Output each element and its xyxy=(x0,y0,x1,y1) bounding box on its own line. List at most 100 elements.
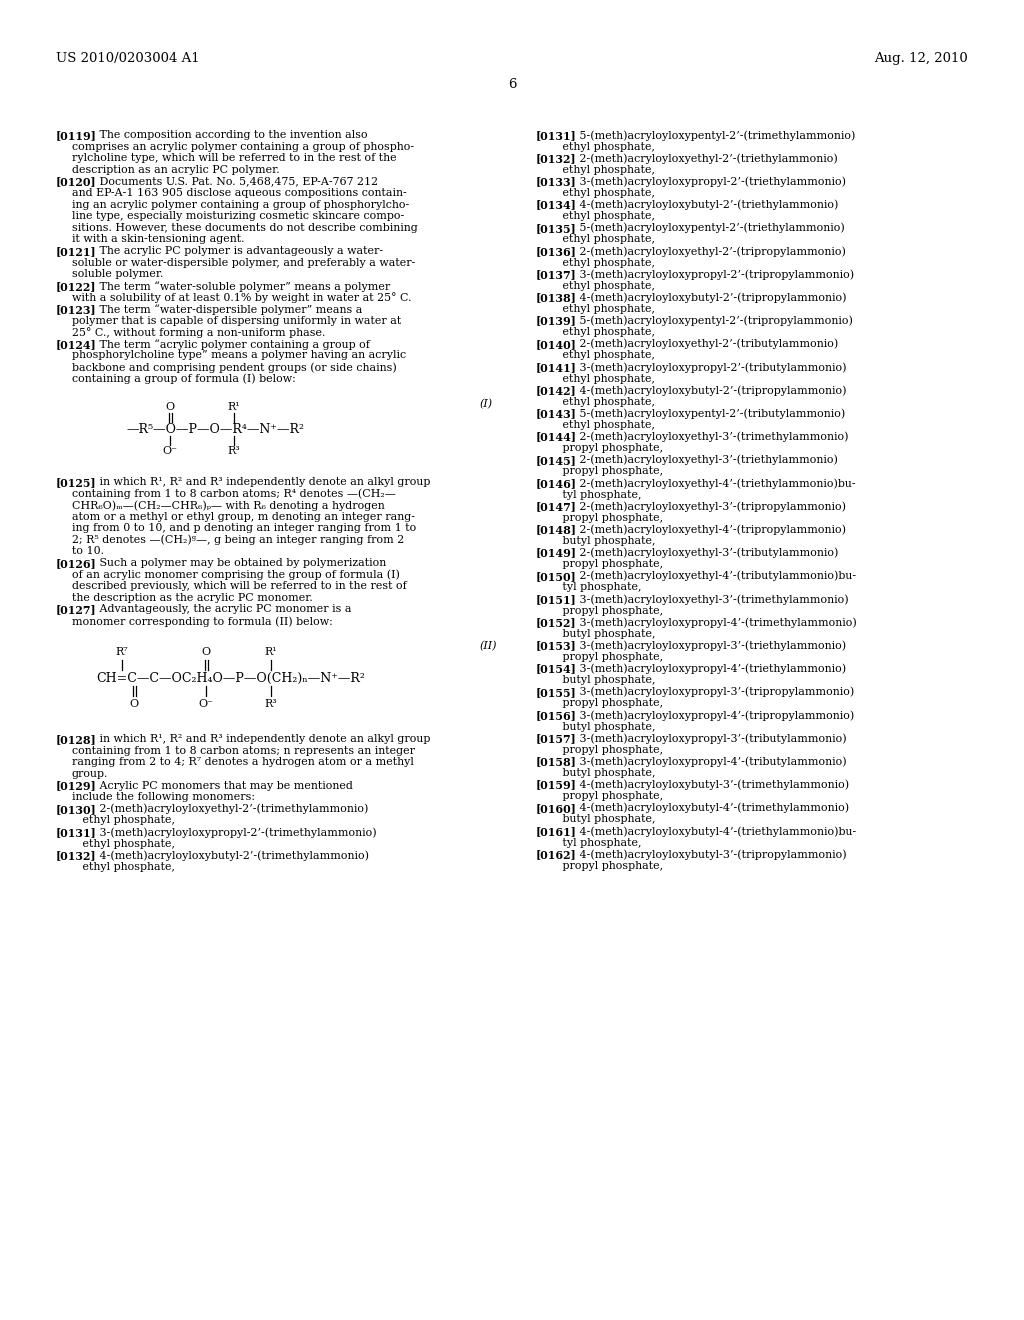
Text: ethyl phosphate,: ethyl phosphate, xyxy=(552,187,655,198)
Text: ranging from 2 to 4; R⁷ denotes a hydrogen atom or a methyl: ranging from 2 to 4; R⁷ denotes a hydrog… xyxy=(72,758,414,767)
Text: in which R¹, R² and R³ independently denote an alkyl group: in which R¹, R² and R³ independently den… xyxy=(89,477,430,487)
Text: containing from 1 to 8 carbon atoms; R⁴ denotes —(CH₂—: containing from 1 to 8 carbon atoms; R⁴ … xyxy=(72,488,395,499)
Text: ethyl phosphate,: ethyl phosphate, xyxy=(552,281,655,290)
Text: butyl phosphate,: butyl phosphate, xyxy=(552,676,655,685)
Text: [0123]: [0123] xyxy=(56,304,96,315)
Text: Advantageously, the acrylic PC monomer is a: Advantageously, the acrylic PC monomer i… xyxy=(89,605,351,614)
Text: The term “water-soluble polymer” means a polymer: The term “water-soluble polymer” means a… xyxy=(89,281,390,292)
Text: described previously, which will be referred to in the rest of: described previously, which will be refe… xyxy=(72,581,407,591)
Text: propyl phosphate,: propyl phosphate, xyxy=(552,560,664,569)
Text: [0148]: [0148] xyxy=(536,524,577,536)
Text: propyl phosphate,: propyl phosphate, xyxy=(552,698,664,709)
Text: ethyl phosphate,: ethyl phosphate, xyxy=(552,257,655,268)
Text: propyl phosphate,: propyl phosphate, xyxy=(552,861,664,871)
Text: [0133]: [0133] xyxy=(536,177,577,187)
Text: propyl phosphate,: propyl phosphate, xyxy=(552,606,664,615)
Text: butyl phosphate,: butyl phosphate, xyxy=(552,768,655,777)
Text: butyl phosphate,: butyl phosphate, xyxy=(552,536,655,546)
Text: [0130]: [0130] xyxy=(56,804,96,814)
Text: [0143]: [0143] xyxy=(536,408,577,420)
Text: propyl phosphate,: propyl phosphate, xyxy=(552,444,664,453)
Text: it with a skin-tensioning agent.: it with a skin-tensioning agent. xyxy=(72,235,245,244)
Text: R¹: R¹ xyxy=(264,647,278,657)
Text: in which R¹, R² and R³ independently denote an alkyl group: in which R¹, R² and R³ independently den… xyxy=(89,734,430,744)
Text: The term “water-dispersible polymer” means a: The term “water-dispersible polymer” mea… xyxy=(89,304,362,314)
Text: rylcholine type, which will be referred to in the rest of the: rylcholine type, which will be referred … xyxy=(72,153,396,164)
Text: R³: R³ xyxy=(264,700,278,709)
Text: 3-(meth)acryloyloxypropyl-4’-(triethylammonio): 3-(meth)acryloyloxypropyl-4’-(triethylam… xyxy=(569,664,846,675)
Text: the description as the acrylic PC monomer.: the description as the acrylic PC monome… xyxy=(72,593,312,603)
Text: [0137]: [0137] xyxy=(536,269,577,280)
Text: [0122]: [0122] xyxy=(56,281,96,292)
Text: of an acrylic monomer comprising the group of formula (I): of an acrylic monomer comprising the gro… xyxy=(72,570,400,581)
Text: propyl phosphate,: propyl phosphate, xyxy=(552,652,664,663)
Text: O⁻: O⁻ xyxy=(199,700,213,709)
Text: [0140]: [0140] xyxy=(536,339,577,350)
Text: Documents U.S. Pat. No. 5,468,475, EP-A-767 212: Documents U.S. Pat. No. 5,468,475, EP-A-… xyxy=(89,177,378,186)
Text: tyl phosphate,: tyl phosphate, xyxy=(552,838,641,847)
Text: monomer corresponding to formula (II) below:: monomer corresponding to formula (II) be… xyxy=(72,616,333,627)
Text: 4-(meth)acryloyloxybutyl-3’-(trimethylammonio): 4-(meth)acryloyloxybutyl-3’-(trimethylam… xyxy=(569,780,849,791)
Text: [0142]: [0142] xyxy=(536,385,577,396)
Text: [0131]: [0131] xyxy=(56,828,96,838)
Text: 4-(meth)acryloyloxybutyl-2’-(triethylammonio): 4-(meth)acryloyloxybutyl-2’-(triethylamm… xyxy=(569,199,839,210)
Text: (I): (I) xyxy=(480,399,494,409)
Text: The term “acrylic polymer containing a group of: The term “acrylic polymer containing a g… xyxy=(89,339,370,350)
Text: The acrylic PC polymer is advantageously a water-: The acrylic PC polymer is advantageously… xyxy=(89,246,383,256)
Text: backbone and comprising pendent groups (or side chains): backbone and comprising pendent groups (… xyxy=(72,362,396,372)
Text: CH=C—C—OC₂H₄O—P—O(CH₂)ₙ—N⁺—R²: CH=C—C—OC₂H₄O—P—O(CH₂)ₙ—N⁺—R² xyxy=(96,672,365,685)
Text: [0126]: [0126] xyxy=(56,558,96,569)
Text: 3-(meth)acryloyloxypropyl-3’-(tripropylammonio): 3-(meth)acryloyloxypropyl-3’-(tripropyla… xyxy=(569,686,854,697)
Text: Acrylic PC monomers that may be mentioned: Acrylic PC monomers that may be mentione… xyxy=(89,780,353,791)
Text: 4-(meth)acryloyloxybutyl-2’-(tripropylammonio): 4-(meth)acryloyloxybutyl-2’-(tripropylam… xyxy=(569,385,847,396)
Text: 4-(meth)acryloyloxybutyl-4’-(triethylammonio)bu-: 4-(meth)acryloyloxybutyl-4’-(triethylamm… xyxy=(569,826,856,837)
Text: containing from 1 to 8 carbon atoms; n represents an integer: containing from 1 to 8 carbon atoms; n r… xyxy=(72,746,415,756)
Text: 2-(meth)acryloyloxyethyl-4’-(tripropylammonio): 2-(meth)acryloyloxyethyl-4’-(tripropylam… xyxy=(569,524,846,535)
Text: [0159]: [0159] xyxy=(536,780,577,791)
Text: 4-(meth)acryloyloxybutyl-3’-(tripropylammonio): 4-(meth)acryloyloxybutyl-3’-(tripropylam… xyxy=(569,849,847,859)
Text: —R⁵—O—P—O—R⁴—N⁺—R²: —R⁵—O—P—O—R⁴—N⁺—R² xyxy=(126,422,304,436)
Text: ethyl phosphate,: ethyl phosphate, xyxy=(552,211,655,222)
Text: [0155]: [0155] xyxy=(536,686,577,698)
Text: 2-(meth)acryloyloxyethyl-3’-(triethylammonio): 2-(meth)acryloyloxyethyl-3’-(triethylamm… xyxy=(569,455,838,466)
Text: 2-(meth)acryloyloxyethyl-3’-(tripropylammonio): 2-(meth)acryloyloxyethyl-3’-(tripropylam… xyxy=(569,502,846,512)
Text: [0162]: [0162] xyxy=(536,849,577,861)
Text: 3-(meth)acryloyloxypropyl-4’-(tributylammonio): 3-(meth)acryloyloxypropyl-4’-(tributylam… xyxy=(569,756,847,767)
Text: [0134]: [0134] xyxy=(536,199,577,211)
Text: [0119]: [0119] xyxy=(56,129,97,141)
Text: [0120]: [0120] xyxy=(56,177,96,187)
Text: group.: group. xyxy=(72,770,109,779)
Text: ethyl phosphate,: ethyl phosphate, xyxy=(552,235,655,244)
Text: with a solubility of at least 0.1% by weight in water at 25° C.: with a solubility of at least 0.1% by we… xyxy=(72,293,412,304)
Text: O: O xyxy=(202,647,211,657)
Text: atom or a methyl or ethyl group, m denoting an integer rang-: atom or a methyl or ethyl group, m denot… xyxy=(72,512,415,521)
Text: to 10.: to 10. xyxy=(72,546,104,557)
Text: 5-(meth)acryloyloxypentyl-2’-(trimethylammonio): 5-(meth)acryloyloxypentyl-2’-(trimethyla… xyxy=(569,129,855,140)
Text: phosphorylcholine type” means a polymer having an acrylic: phosphorylcholine type” means a polymer … xyxy=(72,350,407,360)
Text: containing a group of formula (I) below:: containing a group of formula (I) below: xyxy=(72,374,296,384)
Text: [0128]: [0128] xyxy=(56,734,96,746)
Text: [0124]: [0124] xyxy=(56,339,96,350)
Text: soluble or water-dispersible polymer, and preferably a water-: soluble or water-dispersible polymer, an… xyxy=(72,257,416,268)
Text: 2-(meth)acryloyloxyethyl-4’-(triethylammonio)bu-: 2-(meth)acryloyloxyethyl-4’-(triethylamm… xyxy=(569,478,856,488)
Text: comprises an acrylic polymer containing a group of phospho-: comprises an acrylic polymer containing … xyxy=(72,141,414,152)
Text: [0145]: [0145] xyxy=(536,455,577,466)
Text: 4-(meth)acryloyloxybutyl-4’-(trimethylammonio): 4-(meth)acryloyloxybutyl-4’-(trimethylam… xyxy=(569,803,849,813)
Text: 6: 6 xyxy=(508,78,516,91)
Text: include the following monomers:: include the following monomers: xyxy=(72,792,255,803)
Text: tyl phosphate,: tyl phosphate, xyxy=(552,490,641,499)
Text: CHR₆O)ₘ—(CH₂—CHR₆)ₚ— with R₆ denoting a hydrogen: CHR₆O)ₘ—(CH₂—CHR₆)ₚ— with R₆ denoting a … xyxy=(72,500,385,511)
Text: [0157]: [0157] xyxy=(536,733,577,744)
Text: [0127]: [0127] xyxy=(56,605,96,615)
Text: 3-(meth)acryloyloxypropyl-2’-(tributylammonio): 3-(meth)acryloyloxypropyl-2’-(tributylam… xyxy=(569,362,847,372)
Text: 3-(meth)acryloyloxypropyl-2’-(triethylammonio): 3-(meth)acryloyloxypropyl-2’-(triethylam… xyxy=(569,177,846,187)
Text: line type, especially moisturizing cosmetic skincare compo-: line type, especially moisturizing cosme… xyxy=(72,211,404,222)
Text: [0129]: [0129] xyxy=(56,780,96,792)
Text: butyl phosphate,: butyl phosphate, xyxy=(552,628,655,639)
Text: Such a polymer may be obtained by polymerization: Such a polymer may be obtained by polyme… xyxy=(89,558,386,568)
Text: tyl phosphate,: tyl phosphate, xyxy=(552,582,641,593)
Text: 2-(meth)acryloyloxyethyl-2’-(trimethylammonio): 2-(meth)acryloyloxyethyl-2’-(trimethylam… xyxy=(89,804,369,814)
Text: sitions. However, these documents do not describe combining: sitions. However, these documents do not… xyxy=(72,223,418,232)
Text: 2-(meth)acryloyloxyethyl-2’-(tripropylammonio): 2-(meth)acryloyloxyethyl-2’-(tripropylam… xyxy=(569,246,846,256)
Text: 25° C., without forming a non-uniform phase.: 25° C., without forming a non-uniform ph… xyxy=(72,327,326,338)
